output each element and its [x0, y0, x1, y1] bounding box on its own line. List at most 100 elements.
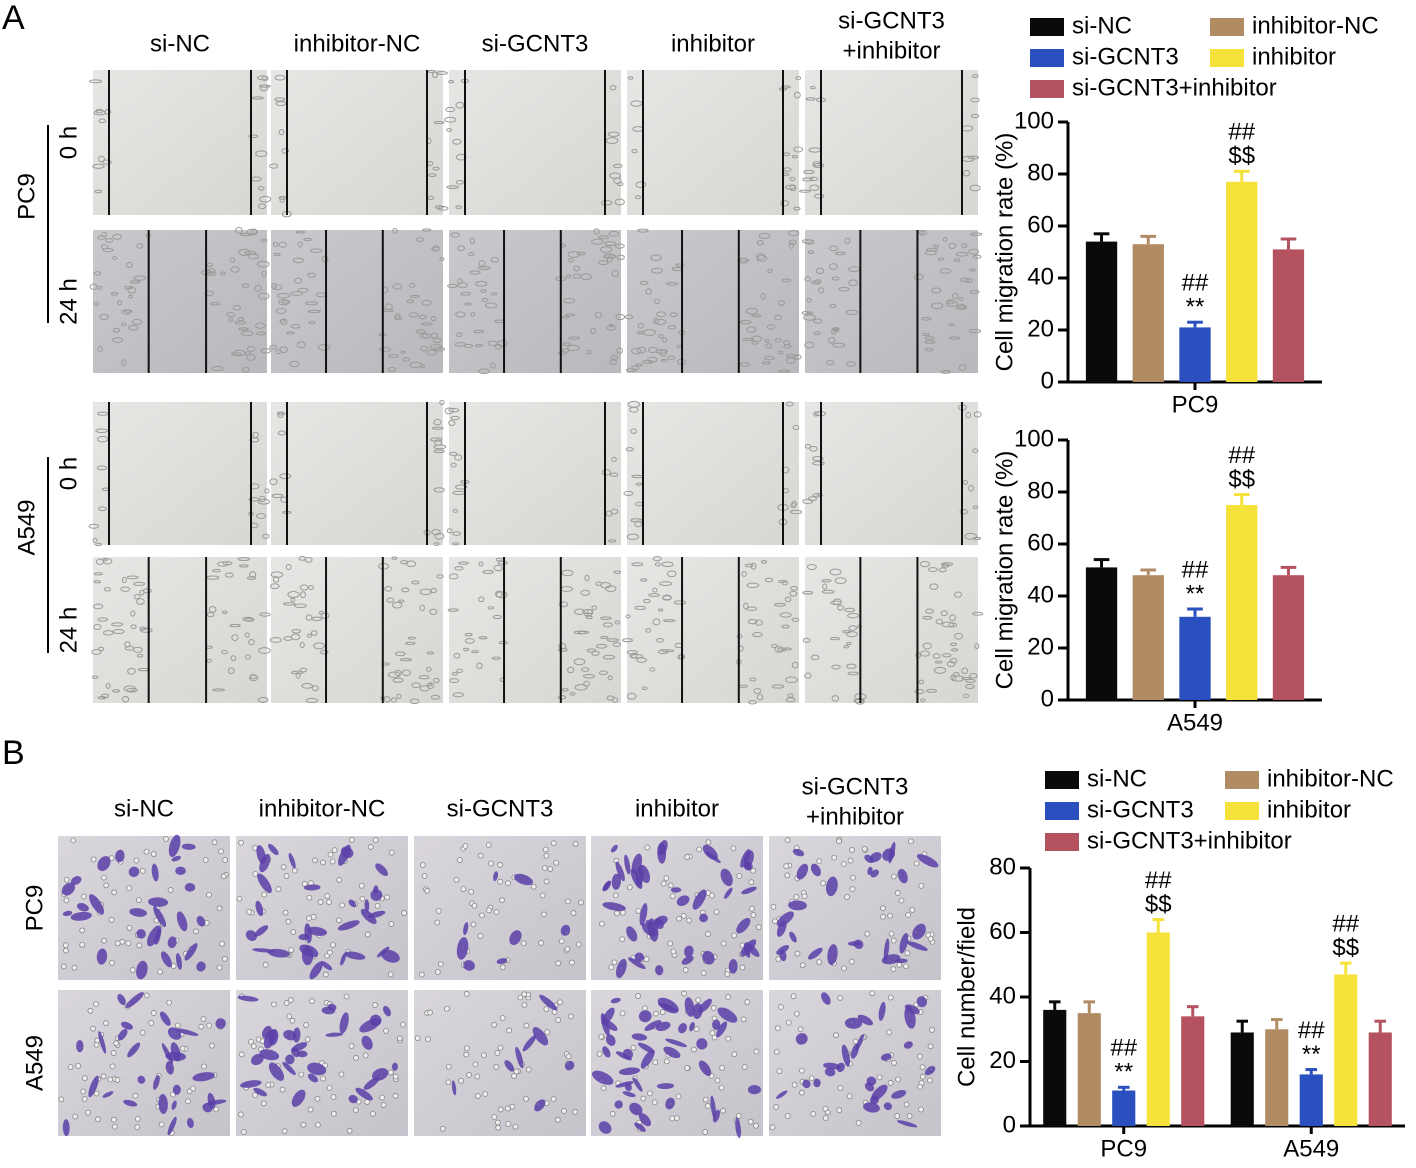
cell [458, 561, 469, 565]
pore [793, 894, 800, 900]
cell [645, 628, 652, 633]
pore [667, 882, 674, 889]
cell [752, 632, 763, 638]
pore [143, 848, 150, 855]
pore [691, 1046, 697, 1053]
legend-label: inhibitor-NC [1252, 12, 1379, 39]
stained-cell [728, 958, 738, 974]
pore [329, 858, 336, 865]
pore [539, 892, 546, 899]
cell [246, 353, 256, 361]
pore [831, 854, 838, 861]
cell [290, 670, 304, 675]
cell [434, 205, 444, 210]
pore [475, 1093, 481, 1099]
cell [91, 648, 102, 655]
cell [290, 597, 296, 602]
stained-cell [159, 1011, 171, 1026]
stained-cell [670, 887, 682, 893]
pore [216, 905, 223, 912]
cell [962, 170, 971, 177]
cell [248, 639, 255, 646]
y-tick-label: 40 [989, 982, 1016, 1009]
cell [737, 258, 750, 262]
cell [593, 228, 600, 235]
cell [388, 354, 399, 359]
pore [567, 1013, 574, 1020]
cell [110, 292, 119, 296]
stained-cell [924, 1066, 936, 1076]
cell [433, 418, 442, 426]
cell [842, 630, 852, 634]
cell [255, 150, 268, 158]
cell [251, 228, 258, 235]
cell [394, 651, 406, 657]
stained-cell [692, 889, 707, 910]
pore [353, 1055, 359, 1061]
cell [433, 449, 445, 454]
cell [658, 608, 664, 612]
cell [914, 688, 925, 695]
pore [477, 932, 484, 939]
cell [251, 96, 264, 100]
stained-cell [654, 915, 668, 926]
pore [575, 941, 582, 948]
cell [598, 260, 609, 266]
pore [388, 849, 395, 856]
cell [276, 293, 290, 299]
stained-cell [788, 900, 807, 911]
cell [264, 488, 270, 494]
cell [455, 153, 467, 161]
cell [481, 297, 489, 303]
cell [946, 299, 955, 305]
cell [392, 228, 398, 234]
pore [477, 852, 484, 859]
stained-cell [676, 895, 690, 907]
cell [120, 322, 127, 327]
cell [948, 242, 957, 250]
stained-cell [864, 1082, 875, 1092]
cell [452, 508, 459, 513]
micrograph [93, 70, 267, 215]
cell [492, 614, 502, 620]
stained-cell [632, 1077, 643, 1092]
cell [572, 273, 581, 279]
stained-cell [802, 1079, 811, 1089]
legend-label: si-GCNT3 [1072, 43, 1179, 70]
pore [479, 912, 485, 919]
pore [285, 918, 292, 925]
cell [831, 276, 840, 281]
cell [746, 326, 757, 333]
cell [247, 576, 256, 580]
stained-cell [146, 925, 162, 947]
stained-cell [307, 1062, 327, 1076]
pore [338, 1071, 345, 1078]
pore [543, 878, 550, 885]
cell [435, 71, 448, 75]
cell [93, 580, 102, 584]
stained-cell [522, 1034, 537, 1052]
stained-cell [841, 1044, 851, 1067]
cell [973, 411, 982, 418]
cell [249, 571, 257, 578]
panel-letter: B [2, 734, 25, 772]
pore [660, 880, 667, 887]
cell [586, 349, 593, 355]
pore [849, 847, 856, 853]
cell [239, 232, 253, 237]
pore [288, 947, 295, 953]
pore [396, 1035, 403, 1042]
stained-cell [327, 1003, 337, 1011]
cell [845, 361, 856, 367]
cell [666, 570, 677, 578]
pore [470, 921, 477, 928]
pore [79, 941, 86, 948]
cell [950, 674, 957, 681]
pore [908, 838, 914, 845]
cell [91, 675, 99, 679]
cell [260, 238, 268, 242]
cell [455, 484, 468, 490]
cell [432, 346, 445, 352]
stained-cell [361, 1035, 373, 1050]
pore [126, 885, 133, 892]
